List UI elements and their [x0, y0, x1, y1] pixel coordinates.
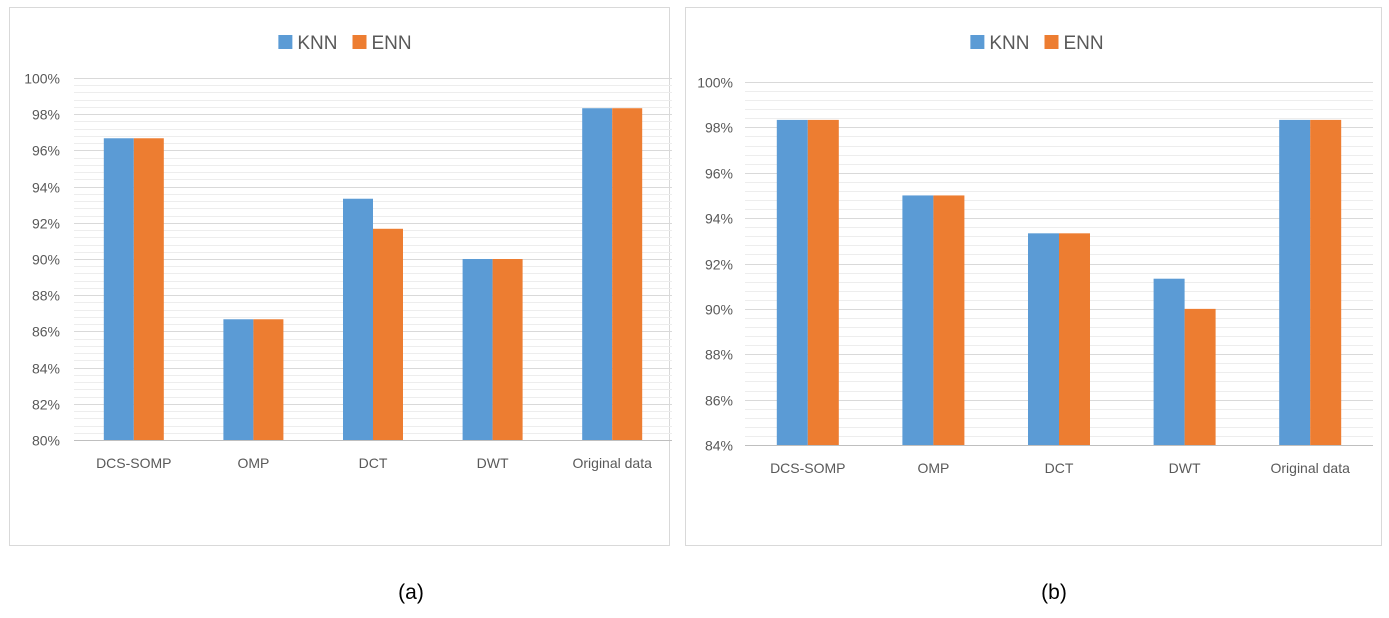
y-tick-label: 92%	[32, 216, 60, 232]
y-tick-label: 96%	[705, 166, 733, 182]
legend-label-enn: ENN	[1064, 33, 1104, 54]
bar-enn-omp	[253, 319, 284, 440]
bar-enn-dcs-somp	[807, 119, 839, 445]
y-tick-label: 90%	[32, 252, 60, 268]
bar-enn-dcs-somp	[133, 138, 164, 440]
y-tick-label: 96%	[32, 143, 60, 159]
x-category-label: DWT	[1169, 460, 1201, 476]
bar-enn-dct	[1059, 233, 1090, 445]
y-tick-label: 100%	[697, 75, 733, 91]
bar-knn-dct	[343, 198, 373, 440]
chart-panel-b: 84% 86% 88% 90% 92% 94% 96% 98% 100% DCS-SOMP OMP D…	[680, 0, 1389, 618]
bar-enn-dwt	[492, 259, 523, 440]
bar-enn-original-data	[1310, 119, 1342, 445]
y-tick-label: 98%	[32, 107, 60, 123]
bar-knn-dcs-somp	[103, 138, 134, 440]
y-tick-label: 86%	[32, 324, 60, 340]
y-tick-label: 92%	[705, 257, 733, 273]
legend-label-knn: KNN	[297, 33, 337, 54]
y-tick-label: 86%	[705, 393, 733, 409]
y-tick-label: 84%	[32, 361, 60, 377]
legend-label-knn: KNN	[989, 33, 1029, 54]
bar-knn-omp	[223, 319, 254, 440]
bar-knn-omp	[902, 195, 934, 445]
bar-knn-original-data	[1279, 119, 1311, 445]
y-tick-label: 88%	[705, 347, 733, 363]
chart-b: 84% 86% 88% 90% 92% 94% 96% 98% 100% DCS-SOMP OMP D…	[685, 7, 1382, 546]
bar-enn-dwt	[1184, 308, 1216, 445]
legend-swatch-knn	[278, 35, 293, 49]
y-tick-label: 84%	[705, 438, 733, 454]
x-category-label: Original data	[1271, 460, 1351, 476]
bar-enn-omp	[933, 195, 965, 445]
caption-b: (b)	[1041, 581, 1067, 604]
bar-knn-dcs-somp	[776, 119, 808, 445]
y-tick-label: 94%	[32, 180, 60, 196]
caption-a: (a)	[398, 581, 424, 604]
legend-swatch-enn	[1044, 35, 1059, 49]
legend-swatch-enn	[352, 35, 367, 49]
y-tick-label: 82%	[32, 397, 60, 413]
y-tick-label: 80%	[32, 433, 60, 449]
legend-label-enn: ENN	[372, 33, 412, 54]
x-category-label: DCS-SOMP	[770, 460, 845, 476]
x-category-label: OMP	[237, 455, 269, 471]
x-category-label: DWT	[477, 455, 509, 471]
x-category-label: OMP	[917, 460, 949, 476]
bar-enn-original-data	[612, 108, 643, 441]
y-tick-label: 100%	[24, 71, 60, 87]
y-tick-label: 94%	[705, 211, 733, 227]
bar-knn-dct	[1028, 233, 1059, 445]
bar-enn-dct	[373, 228, 403, 440]
bar-knn-original-data	[582, 108, 613, 441]
legend-swatch-knn	[970, 35, 985, 49]
x-category-label: DCT	[1045, 460, 1074, 476]
bar-knn-dwt	[1153, 278, 1185, 445]
chart-panel-a: 80% 82% 84% 86% 88% 90% 92% 94% 96% 98% 100% DCS-SO…	[0, 0, 680, 618]
bar-knn-dwt	[462, 259, 493, 440]
y-tick-label: 88%	[32, 288, 60, 304]
x-category-label: DCS-SOMP	[96, 455, 171, 471]
y-tick-label: 98%	[705, 120, 733, 136]
x-category-label: DCT	[359, 455, 388, 471]
x-category-label: Original data	[573, 455, 653, 471]
chart-a: 80% 82% 84% 86% 88% 90% 92% 94% 96% 98% 100% DCS-SO…	[9, 7, 672, 546]
y-tick-label: 90%	[705, 302, 733, 318]
